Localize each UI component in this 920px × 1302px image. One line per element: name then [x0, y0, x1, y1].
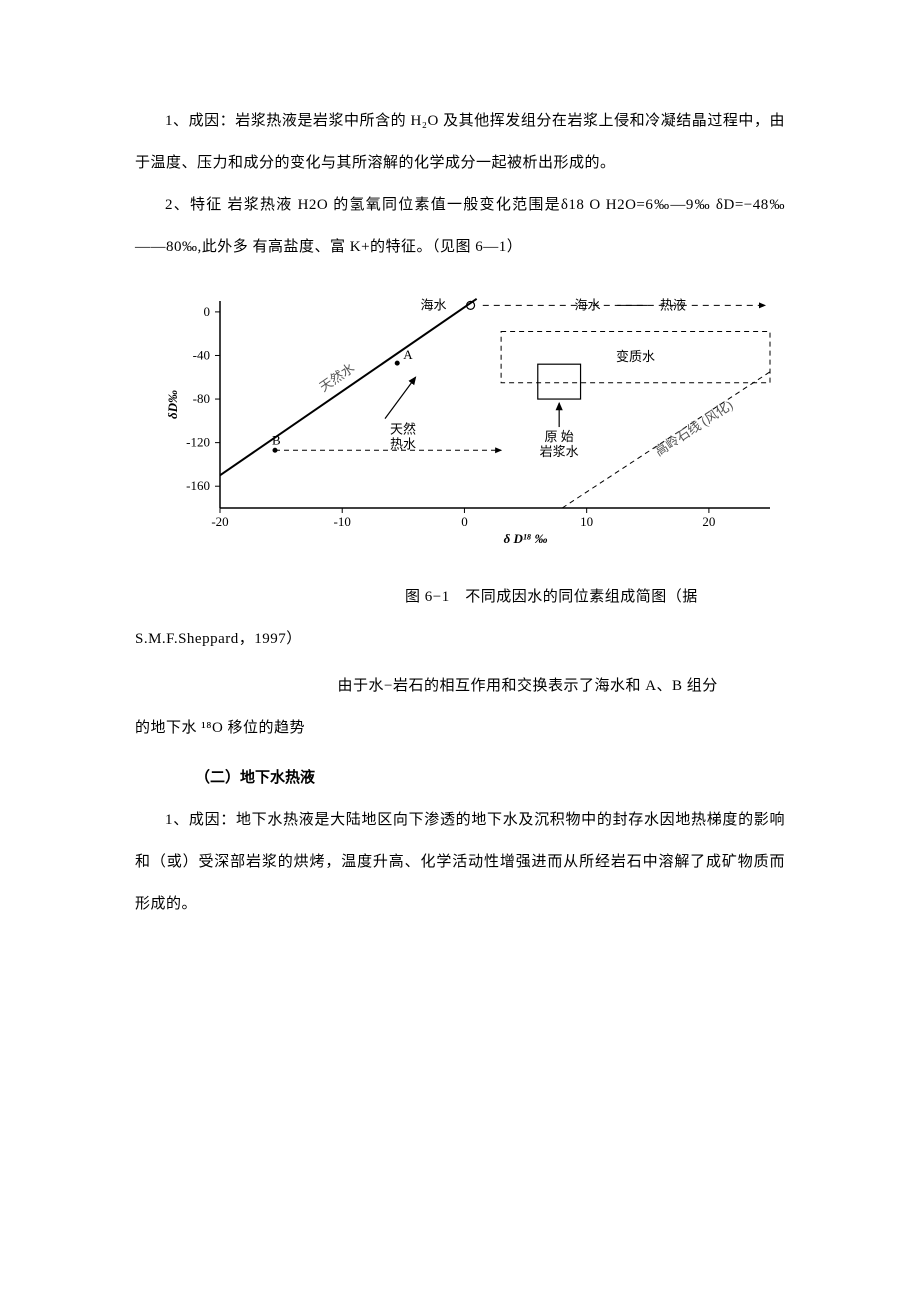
svg-text:-40: -40 [193, 347, 210, 362]
svg-text:-160: -160 [186, 478, 210, 493]
svg-text:10: 10 [580, 514, 593, 529]
svg-text:0: 0 [204, 304, 211, 319]
svg-text:原 始: 原 始 [545, 429, 574, 444]
figure-6-1: 0 -40 -80 -120 -160 δD‰ -20 -10 0 10 20 δ D¹⁸ ‰ 天然水 海… [165, 283, 775, 558]
svg-text:-10: -10 [334, 514, 351, 529]
isotope-chart: 0 -40 -80 -120 -160 δD‰ -20 -10 0 10 20 δ D¹⁸ ‰ 天然水 海… [165, 283, 775, 558]
figure-caption-1b: S.M.F.Sheppard，1997） [135, 618, 785, 660]
svg-text:岩浆水: 岩浆水 [540, 444, 579, 459]
paragraph-2: 2、特征 岩浆热液 H2O 的氢氧同位素值一般变化范围是δ18 O H2O=6‰… [135, 184, 785, 268]
figure-caption-2a: 由于水−岩石的相互作用和交换表示了海水和 A、B 组分 [135, 665, 785, 707]
svg-text:天然水: 天然水 [317, 360, 358, 394]
svg-text:-20: -20 [211, 514, 228, 529]
figure-caption-1a: 图 6−1 不同成因水的同位素组成简图（据 [135, 576, 785, 618]
svg-text:海水: 海水 [574, 297, 600, 312]
svg-text:天然: 天然 [390, 422, 416, 437]
svg-text:-120: -120 [186, 435, 210, 450]
svg-text:B: B [272, 432, 281, 447]
svg-text:-80: -80 [193, 391, 210, 406]
svg-text:δ D¹⁸ ‰: δ D¹⁸ ‰ [504, 531, 548, 546]
svg-text:海水: 海水 [421, 297, 447, 312]
figure-caption-2b: 的地下水 ¹⁸O 移位的趋势 [135, 707, 785, 749]
paragraph-3: 1、成因：地下水热液是大陆地区向下渗透的地下水及沉积物中的封存水因地热梯度的影响… [135, 799, 785, 925]
paragraph-1: 1、成因：岩浆热液是岩浆中所含的 H₂O 及其他挥发组分在岩浆上侵和冷凝结晶过程… [135, 100, 785, 184]
heading-2: （二）地下水热液 [135, 757, 785, 799]
svg-text:热液: 热液 [660, 297, 686, 312]
svg-text:20: 20 [702, 514, 715, 529]
svg-text:0: 0 [461, 514, 468, 529]
svg-text:A: A [403, 347, 413, 362]
svg-text:δD‰: δD‰ [165, 390, 180, 419]
svg-text:高岭石线 (风化): 高岭石线 (风化) [652, 397, 735, 459]
svg-text:变质水: 变质水 [616, 349, 655, 364]
svg-text:热水: 热水 [390, 437, 416, 452]
